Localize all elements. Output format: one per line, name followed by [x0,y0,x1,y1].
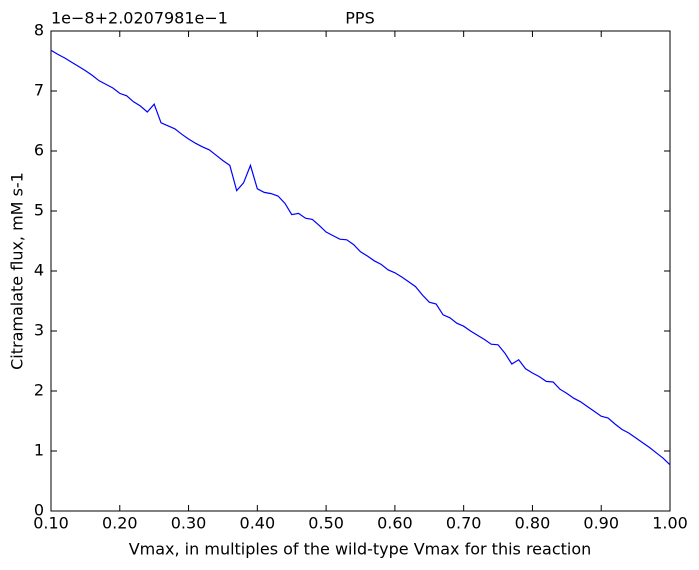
y-tick-label: 6 [34,141,44,160]
x-tick-label: 0.30 [171,514,207,533]
x-tick-label: 1.00 [652,514,688,533]
x-tick-label: 0.70 [446,514,482,533]
x-tick-label: 0.10 [33,514,69,533]
chart-title: PPS [345,9,374,28]
data-line [50,49,671,466]
x-tick-label: 0.20 [102,514,138,533]
x-tick-label: 0.40 [240,514,276,533]
y-tick-label: 5 [34,201,44,220]
y-tick-label: 4 [34,261,44,280]
x-tick-label: 0.80 [515,514,551,533]
y-tick-label: 8 [34,21,44,40]
x-tick-label: 0.90 [583,514,619,533]
y-axis-label: Citramalate flux, mM s-1 [8,172,27,370]
x-tick-label: 0.60 [377,514,413,533]
offset-text: 1e−8+2.0207981e−1 [51,9,228,28]
x-axis-label: Vmax, in multiples of the wild-type Vmax… [129,540,592,559]
y-tick-label: 1 [34,441,44,460]
y-tick-label: 0 [34,501,44,520]
y-tick-label: 2 [34,381,44,400]
plot-frame [50,30,671,512]
x-tick-label: 0.50 [308,514,344,533]
y-tick-label: 7 [34,81,44,100]
y-tick-label: 3 [34,321,44,340]
